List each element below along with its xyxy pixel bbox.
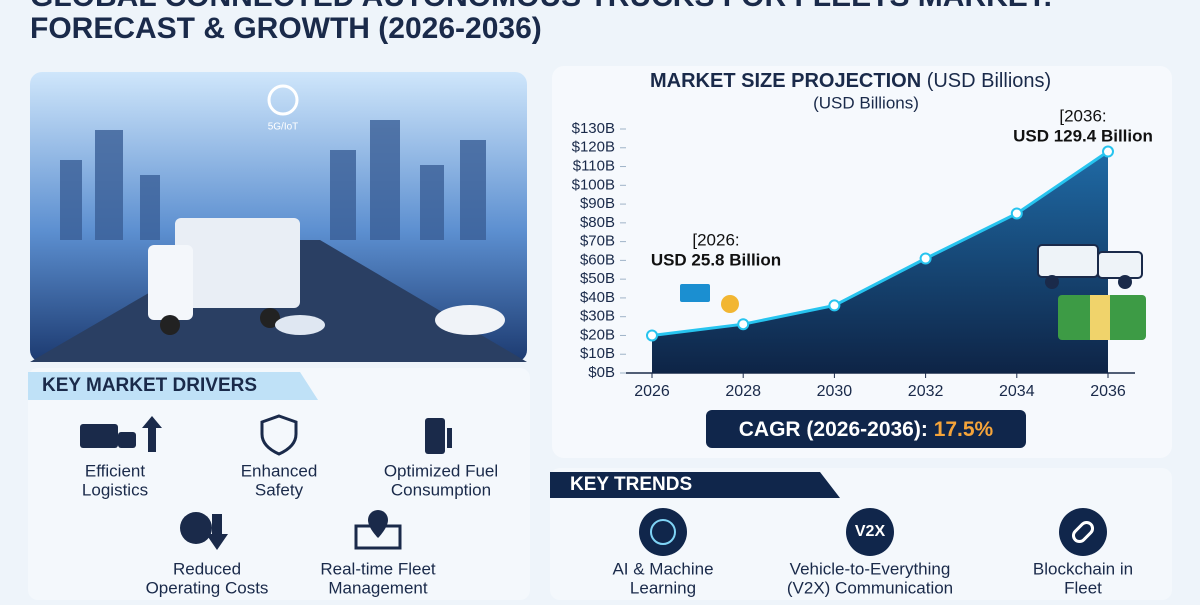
chart-title-main: MARKET SIZE PROJECTION — [650, 70, 921, 92]
annotation: [2026: — [692, 230, 739, 249]
y-tick-label: $10B — [580, 345, 615, 362]
point — [737, 318, 750, 331]
point — [646, 329, 658, 342]
driver-label: Management — [328, 578, 428, 597]
drivers-banner — [28, 372, 318, 400]
point — [919, 252, 932, 265]
cagr-box — [706, 410, 1026, 448]
annotation: USD 129.4 Billion — [1013, 126, 1153, 145]
trend-icons — [639, 508, 1107, 556]
trend-label: Blockchain in — [1033, 559, 1133, 578]
driver-label: Enhanced — [241, 461, 318, 480]
hero-badge: 5G/IoT — [268, 122, 299, 133]
driver-label: Reduced — [173, 559, 241, 578]
y-tick-label: $110B — [573, 158, 615, 175]
cagr-value: 17.5% — [934, 418, 994, 441]
trend-label: Learning — [630, 578, 696, 597]
cagr-text: CAGR (2026-2036): 17.5% — [739, 418, 994, 441]
driver-label: Logistics — [82, 480, 148, 499]
point — [1010, 207, 1023, 220]
hero-image: 5G/IoT — [30, 72, 527, 362]
driver-label: Optimized Fuel — [384, 461, 498, 480]
x-tick-label: 2036 — [1090, 383, 1126, 400]
cagr-label: CAGR (2026-2036): — [739, 418, 928, 441]
x-tick-label: 2026 — [634, 383, 670, 400]
trend-label: Fleet — [1064, 578, 1102, 597]
trends-heading: KEY TRENDS — [570, 474, 692, 495]
y-tick-label: $120B — [572, 139, 615, 156]
chart-title: MARKET SIZE PROJECTION (USD Billions) — [650, 70, 1051, 92]
y-tick-label: $100B — [572, 176, 615, 193]
x-tick-label: 2030 — [817, 383, 853, 400]
driver-label: Consumption — [391, 480, 491, 499]
point — [1102, 145, 1114, 158]
y-tick-label: $20B — [580, 326, 615, 343]
trend-icon-text: V2X — [855, 523, 886, 540]
area — [652, 151, 1108, 373]
y-tick-label: $0B — [588, 364, 615, 381]
chart-title-unit: (USD Billions) — [927, 70, 1051, 92]
title-line: FORECAST & GROWTH (2026-2036) — [30, 12, 542, 45]
annotation: [2036: — [1059, 106, 1106, 125]
annotation: USD 25.8 Billion — [651, 250, 781, 269]
drivers-heading: KEY MARKET DRIVERS — [42, 375, 257, 396]
chart-subtitle: (USD Billions) — [813, 93, 919, 112]
y-tick-label: $60B — [580, 251, 615, 268]
point — [828, 299, 841, 312]
x-tick-label: 2034 — [999, 383, 1035, 400]
x-tick-label: 2032 — [908, 383, 944, 400]
y-tick-label: $130B — [572, 120, 615, 137]
y-tick-label: $70B — [580, 233, 615, 250]
illustrations — [680, 244, 1146, 340]
driver-label: Safety — [255, 480, 304, 499]
driver-label: Operating Costs — [146, 578, 269, 597]
title-line: GLOBAL CONNECTED AUTONOMOUS TRUCKS FOR F… — [30, 0, 1053, 13]
line — [651, 150, 1109, 337]
y-tick-label: $90B — [580, 195, 615, 212]
y-tick-label: $30B — [580, 308, 615, 325]
driver-label: Efficient — [85, 461, 145, 480]
y-tick-label: $40B — [580, 289, 615, 306]
trend-label: AI & Machine — [612, 559, 713, 578]
trend-label: (V2X) Communication — [787, 578, 953, 597]
y-tick-label: $50B — [580, 270, 615, 287]
trends-banner — [550, 472, 840, 498]
driver-icons — [80, 414, 452, 550]
trend-label: Vehicle-to-Everything — [790, 559, 951, 578]
x-tick-label: 2028 — [725, 383, 761, 400]
y-tick-label: $80B — [580, 214, 615, 231]
driver-label: Real-time Fleet — [320, 559, 436, 578]
